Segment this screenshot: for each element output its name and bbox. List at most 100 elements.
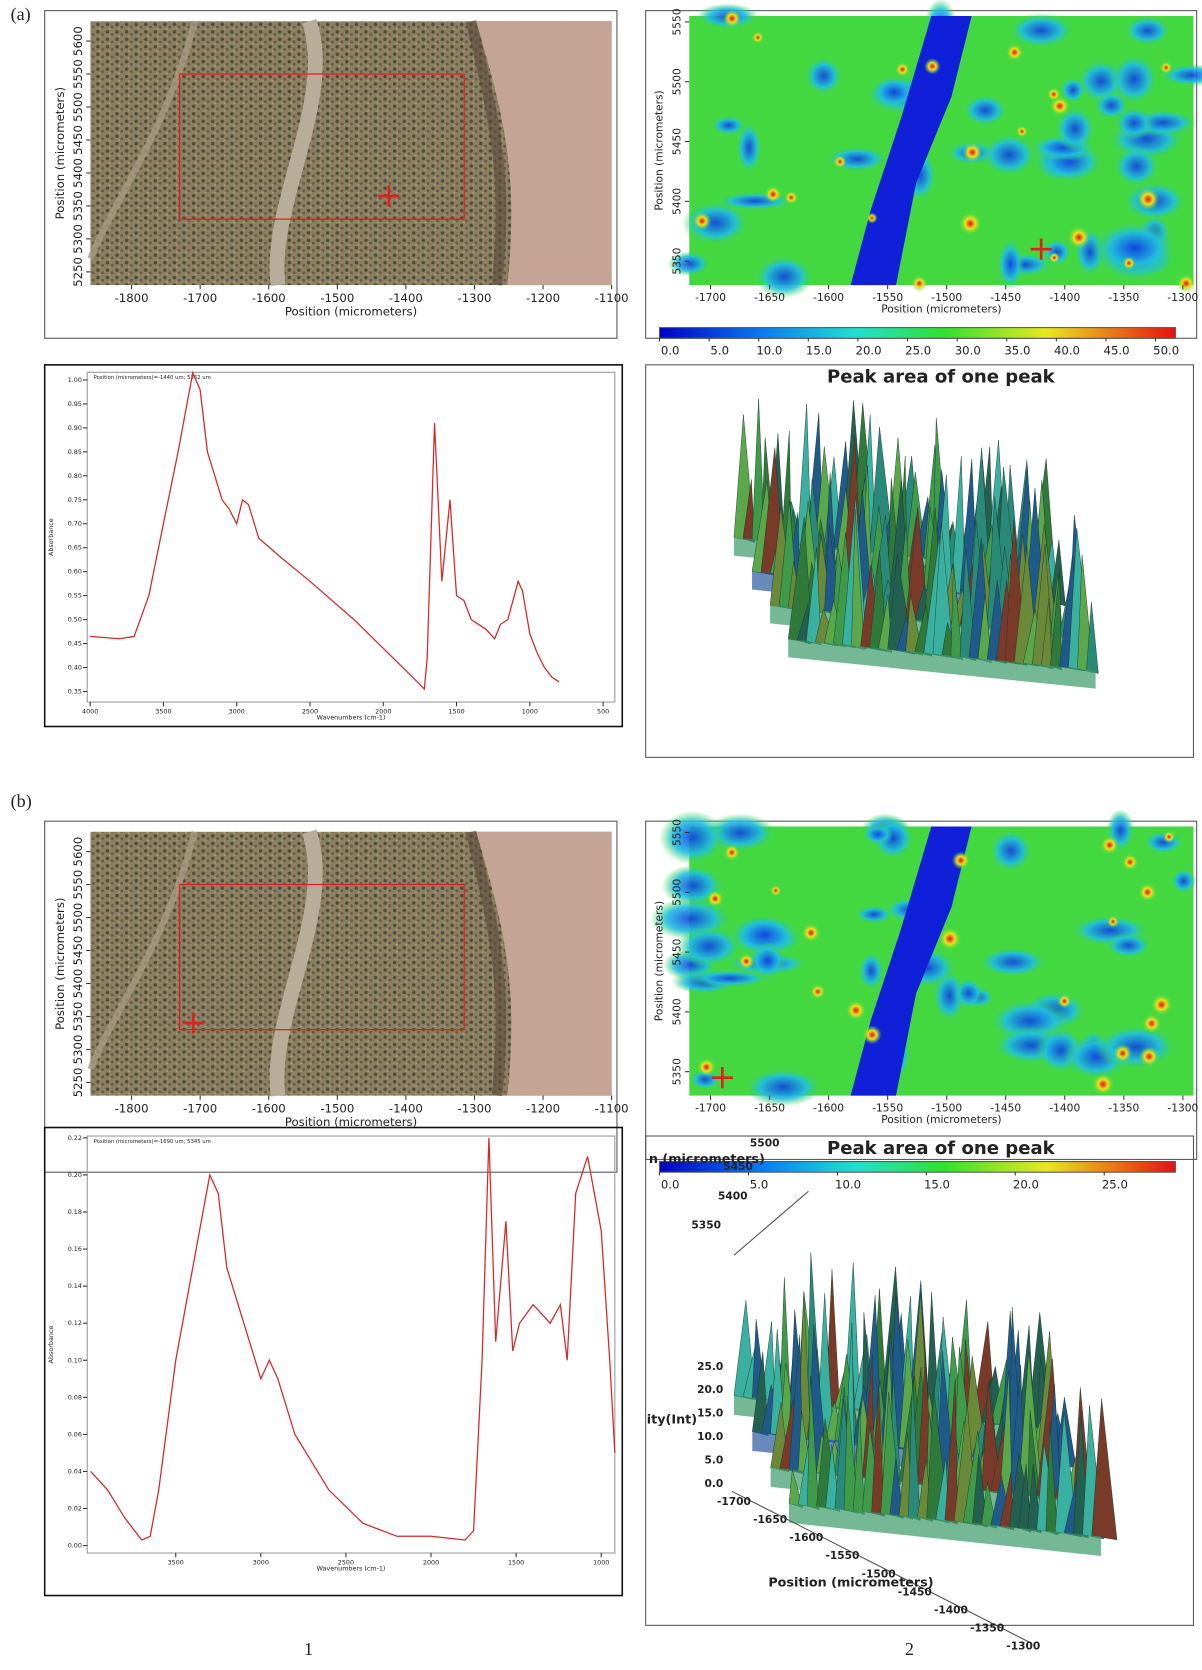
low-area (1123, 15, 1172, 46)
x-tick-label: -1700 (183, 1102, 217, 1116)
low-area (1143, 830, 1184, 855)
x-tick-label: -1450 (990, 1101, 1021, 1114)
y-axis-label: Position (micrometers) (53, 898, 67, 1030)
tick-label: -1650 (753, 1513, 787, 1526)
low-area (1008, 12, 1075, 48)
colorbar-tick-label: 20.0 (1013, 1177, 1039, 1191)
x-tick-label: -1400 (1049, 1101, 1080, 1114)
hot-spot (1006, 43, 1024, 61)
x-axis-label: Position (micrometers) (285, 1115, 417, 1129)
y-tick-label: 0.18 (68, 1208, 82, 1216)
spectrum-title: Position (micrometers)=-1690 um; 5345 um (94, 1139, 211, 1145)
y-tick-label: 0.06 (68, 1430, 82, 1438)
x-axis-label: Position (micrometers) (881, 303, 1001, 316)
frame (645, 1135, 1195, 1626)
x-tick-label: -1700 (183, 291, 217, 305)
hot-spot (1057, 994, 1072, 1009)
x-tick-label: -1550 (872, 291, 903, 304)
low-area (962, 94, 1008, 127)
hot-spot (833, 155, 847, 169)
hot-spot (958, 212, 982, 235)
x-tick-label: -1350 (1108, 1101, 1139, 1114)
tissue-edge (465, 19, 507, 286)
tick-label: 5400 (718, 1190, 748, 1203)
y-tick-label: 0.22 (68, 1134, 82, 1142)
y-tick-label: 5400 (71, 969, 85, 999)
y-tick-label: 0.65 (68, 544, 82, 552)
hot-spot (738, 953, 755, 970)
tick-label: -1600 (789, 1531, 823, 1544)
tick-label: 20.0 (697, 1383, 723, 1396)
x-tick-label: -1600 (252, 1102, 286, 1116)
frame (645, 820, 1198, 1160)
x-tick-label: -1650 (754, 291, 785, 304)
surface-band (788, 639, 1096, 689)
surface-band (789, 1503, 1101, 1556)
x-axis-label: Position (micrometers) (285, 304, 417, 318)
tissue-edge (476, 831, 612, 1096)
axis-line (731, 1190, 1033, 1644)
x-axis-label: Wavenumbers (cm-1) (317, 1565, 386, 1573)
y-tick-label: 0.50 (68, 616, 82, 624)
y-axis-label: Position (micrometers) (653, 901, 666, 1021)
y-tick-label: 5550 (671, 8, 684, 35)
x-tick-label: 2500 (302, 707, 318, 715)
low-area (858, 951, 885, 991)
x-tick-label: 2500 (338, 1558, 354, 1566)
y-tick-label: 5350 (71, 1002, 85, 1032)
frame (43, 1126, 624, 1597)
colorbar-tick-label: 15.0 (806, 344, 832, 358)
colorbar-tick-label: 45.0 (1104, 344, 1130, 358)
low-area (1054, 106, 1096, 152)
hot-spot (895, 62, 910, 77)
y-tick-label: 0.45 (68, 640, 82, 648)
hot-spot (1046, 87, 1061, 102)
low-area (715, 191, 795, 211)
hot-spot (1136, 187, 1160, 211)
y-tick-label: 0.40 (68, 664, 82, 672)
x-tick-label: 3000 (253, 1558, 269, 1566)
hot-spot (764, 185, 782, 203)
y-tick-label: 0.20 (68, 1171, 82, 1179)
x-tick-label: -1350 (1108, 291, 1139, 304)
hot-spot (862, 1025, 882, 1045)
hot-spot (1107, 915, 1120, 928)
x-tick-label: -1500 (931, 291, 962, 304)
low-area (1114, 106, 1154, 140)
x-tick-label: 2000 (423, 1558, 439, 1566)
low-area (855, 905, 893, 924)
y-tick-label: 0.08 (68, 1393, 82, 1401)
y-tick-label: 5400 (71, 158, 85, 188)
y-tick-label: 0.14 (68, 1282, 82, 1290)
low-area (749, 941, 786, 980)
y-axis-label: Position (micrometers) (53, 87, 67, 219)
x-axis-label: Position (micrometers) (881, 1113, 1001, 1126)
vessel (850, 826, 972, 1096)
x-tick-label: 3500 (168, 1558, 184, 1566)
x-tick-label: -1300 (1167, 291, 1198, 304)
hot-spot (1113, 1044, 1132, 1063)
hot-spot (951, 851, 970, 870)
vessel (269, 829, 323, 1097)
colorbar-tick-label: 40.0 (1054, 344, 1080, 358)
plot-area (86, 371, 616, 703)
axis-label: Position (micrometers) (768, 1575, 933, 1590)
hot-spot (1049, 96, 1070, 117)
hot-spot (1048, 252, 1060, 264)
low-area (981, 133, 1037, 177)
tick-label: -1700 (717, 1495, 751, 1508)
colorbar-tick-label: 5.0 (710, 344, 729, 358)
x-tick-label: -1300 (457, 291, 491, 305)
low-area (804, 56, 843, 96)
hot-spot (845, 1000, 867, 1021)
y-tick-label: 5400 (671, 188, 684, 215)
y-tick-label: 0.16 (68, 1245, 82, 1253)
hot-spot (1121, 853, 1139, 871)
tick-label: -1450 (898, 1585, 932, 1598)
y-tick-label: 0.12 (68, 1319, 82, 1327)
low-area (1092, 220, 1177, 275)
x-tick-label: -1300 (457, 1102, 491, 1116)
hot-spot (1139, 1046, 1160, 1067)
y-tick-label: 0.70 (68, 520, 82, 528)
map-region (178, 883, 465, 1031)
